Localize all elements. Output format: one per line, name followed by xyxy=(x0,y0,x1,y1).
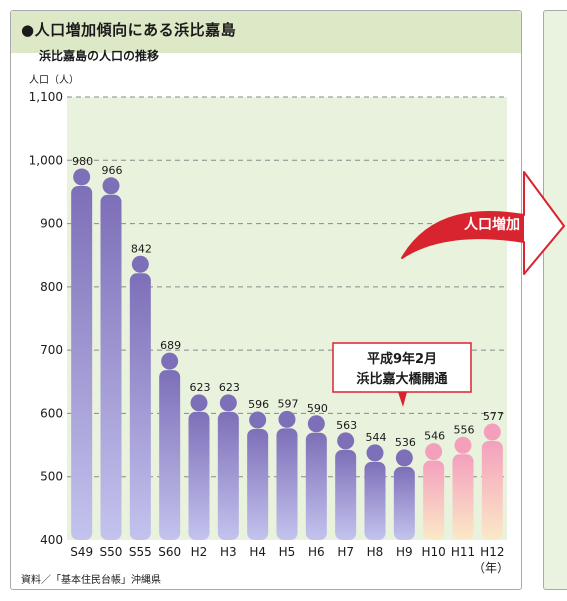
x-tick-label: S55 xyxy=(129,545,152,559)
right-panel xyxy=(543,10,567,590)
header-band xyxy=(11,11,521,53)
y-tick-label: 800 xyxy=(40,280,63,294)
y-tick-label: 500 xyxy=(40,470,63,484)
bar-head xyxy=(278,410,296,428)
bar xyxy=(364,461,386,540)
x-tick-label: H2 xyxy=(191,545,208,559)
bar xyxy=(217,411,239,540)
x-tick-label: H7 xyxy=(337,545,354,559)
data-label: 563 xyxy=(336,419,357,432)
y-tick-label: 1,000 xyxy=(29,153,63,167)
arrow-label: 人口増加 xyxy=(464,216,520,233)
data-label: 980 xyxy=(72,155,93,168)
bar-head xyxy=(366,444,384,462)
bar xyxy=(247,428,269,540)
data-label: 623 xyxy=(190,381,211,394)
x-tick-label: H9 xyxy=(396,545,413,559)
bar-head xyxy=(307,415,325,433)
callout-line-2: 浜比嘉大橋開通 xyxy=(356,371,447,387)
data-label: 546 xyxy=(424,430,445,443)
x-tick-label: H4 xyxy=(249,545,266,559)
source-note: 資料／「基本住民台帳」沖縄県 xyxy=(21,575,161,586)
bar xyxy=(276,428,298,540)
bar-head xyxy=(337,432,355,450)
bar xyxy=(129,273,151,540)
y-tick-label: 400 xyxy=(40,533,63,547)
callout-line-1: 平成9年2月 xyxy=(367,351,437,367)
y-axis-label: 人口（人） xyxy=(29,74,79,86)
bar xyxy=(335,449,357,540)
bar-head xyxy=(249,411,267,429)
x-tick-label: H6 xyxy=(308,545,325,559)
bar-head xyxy=(425,443,443,461)
bar xyxy=(452,454,474,540)
bar xyxy=(188,411,210,540)
bar xyxy=(423,460,445,540)
bar-head xyxy=(219,394,237,412)
bar-head xyxy=(190,394,208,412)
bar-head xyxy=(161,352,179,370)
bar-head xyxy=(102,177,120,195)
bar xyxy=(481,440,503,540)
data-label: 842 xyxy=(131,242,152,255)
bar xyxy=(393,466,415,540)
callout-box xyxy=(332,342,472,393)
y-tick-label: 700 xyxy=(40,343,63,357)
bar xyxy=(159,370,181,540)
data-label: 689 xyxy=(160,339,181,352)
bar-head xyxy=(483,423,501,441)
x-axis-unit: （年） xyxy=(473,561,509,575)
data-label: 544 xyxy=(366,431,387,444)
data-label: 556 xyxy=(454,423,475,436)
data-label: 577 xyxy=(483,410,504,423)
bar-head xyxy=(454,436,472,454)
x-tick-label: S60 xyxy=(158,545,181,559)
x-tick-label: H12 xyxy=(480,545,504,559)
y-tick-label: 900 xyxy=(40,217,63,231)
y-tick-label: 1,100 xyxy=(29,90,63,104)
data-label: 597 xyxy=(278,397,299,410)
data-label: 536 xyxy=(395,436,416,449)
x-tick-label: S50 xyxy=(100,545,123,559)
bar-head xyxy=(73,168,91,186)
x-tick-label: S49 xyxy=(70,545,93,559)
bar xyxy=(100,194,122,540)
y-tick-label: 600 xyxy=(40,406,63,420)
chart-subtitle: 浜比嘉島の人口の推移 xyxy=(39,49,160,63)
data-label: 623 xyxy=(219,381,240,394)
bar xyxy=(305,432,327,540)
bar xyxy=(71,185,93,540)
data-label: 590 xyxy=(307,402,328,415)
data-label: 966 xyxy=(102,164,123,177)
arrow-band xyxy=(402,212,524,258)
x-tick-label: H10 xyxy=(422,545,446,559)
data-label: 596 xyxy=(248,398,269,411)
bar-head xyxy=(131,255,149,273)
callout-arrow xyxy=(394,392,407,407)
x-tick-label: H8 xyxy=(367,545,384,559)
x-tick-label: H3 xyxy=(220,545,237,559)
chart-title: ●人口増加傾向にある浜比嘉島 xyxy=(21,21,237,39)
x-tick-label: H5 xyxy=(279,545,296,559)
bar-head xyxy=(395,449,413,467)
x-tick-label: H11 xyxy=(451,545,475,559)
